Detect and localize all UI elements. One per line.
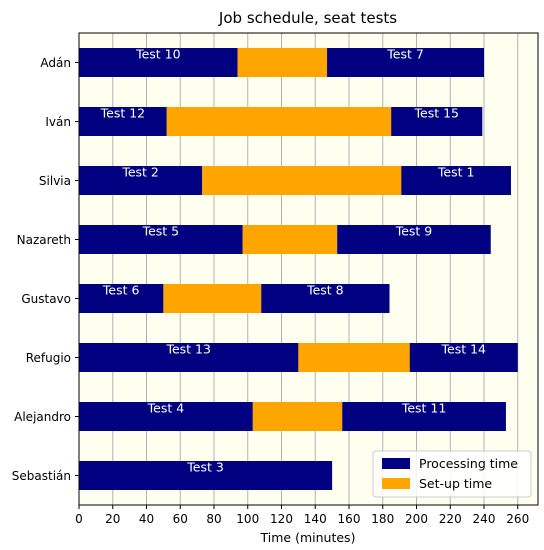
y-tick-label: Iván <box>45 115 71 129</box>
chart-title: Job schedule, seat tests <box>218 9 397 27</box>
x-tick-label: 60 <box>173 512 188 526</box>
x-tick-label: 40 <box>139 512 154 526</box>
x-tick-label: 160 <box>338 512 361 526</box>
bar-label: Test 5 <box>142 224 180 239</box>
processing-bar <box>79 284 164 313</box>
bar-labels: Test 10 Test 7 Test 12 Test 15 Test 2 Test 1 T… <box>100 47 486 475</box>
processing-bar <box>79 461 333 490</box>
y-tick-label: Refugio <box>26 351 71 365</box>
processing-bar <box>409 343 518 372</box>
processing-bar <box>79 107 167 136</box>
x-tick-label: 140 <box>304 512 327 526</box>
x-tick-label: 100 <box>236 512 259 526</box>
processing-bar <box>79 402 253 431</box>
setup-bar <box>202 166 402 195</box>
bar-label: Test 8 <box>306 283 344 298</box>
x-tick-label: 180 <box>371 512 394 526</box>
setup-bar <box>242 225 338 254</box>
bar-label: Test 3 <box>186 460 224 475</box>
y-tick-label: Sebastián <box>12 469 71 483</box>
x-tick-label: 200 <box>405 512 428 526</box>
processing-bar <box>79 48 238 77</box>
setup-bar <box>252 402 343 431</box>
x-tick-label: 120 <box>270 512 293 526</box>
setup-bar <box>163 284 262 313</box>
y-tick-label: Nazareth <box>17 233 71 247</box>
bars <box>79 48 518 490</box>
x-tick-label: 260 <box>506 512 529 526</box>
bar-label: Test 10 <box>135 47 181 62</box>
x-tick-label: 240 <box>473 512 496 526</box>
legend-label: Processing time <box>419 456 518 471</box>
legend-swatch <box>382 458 410 469</box>
processing-bar <box>261 284 390 313</box>
legend: Processing time Set-up time <box>372 450 532 498</box>
legend-box <box>372 450 532 498</box>
processing-bar <box>342 402 506 431</box>
bar-label: Test 14 <box>441 342 487 357</box>
bar-label: Test 11 <box>401 401 447 416</box>
bar-label: Test 15 <box>414 106 460 121</box>
bar-label: Test 12 <box>100 106 146 121</box>
bar-label: Test 9 <box>395 224 433 239</box>
processing-bar <box>337 225 491 254</box>
legend-swatch <box>382 478 410 489</box>
setup-bar <box>166 107 392 136</box>
bar-label: Test 13 <box>165 342 211 357</box>
y-tick-label: Silvia <box>39 174 71 188</box>
processing-bar <box>327 48 484 77</box>
processing-bar <box>391 107 483 136</box>
x-tick-label: 0 <box>75 512 83 526</box>
setup-bar <box>237 48 328 77</box>
x-tick-label: 20 <box>105 512 120 526</box>
plot-frame <box>78 32 539 506</box>
bar-label: Test 4 <box>147 401 185 416</box>
bar-label: Test 2 <box>121 165 159 180</box>
x-tick-label: 80 <box>206 512 221 526</box>
x-axis-title: Time (minutes) <box>260 530 356 545</box>
processing-bar <box>79 343 299 372</box>
legend-label: Set-up time <box>419 476 492 491</box>
processing-bar <box>401 166 511 195</box>
x-axis: 0 20 40 60 80 100 120 140 160 180 200 220 240 260 <box>75 505 529 526</box>
y-tick-label: Alejandro <box>14 410 71 424</box>
x-tick-label: 220 <box>439 512 462 526</box>
y-tick-label: Adán <box>40 56 71 70</box>
plot-area <box>79 33 538 505</box>
processing-bar <box>79 166 203 195</box>
bar-label: Test 6 <box>102 283 140 298</box>
bar-label: Test 7 <box>386 47 424 62</box>
y-axis: Adán Iván Silvia Nazareth Gustavo Refugio Alej… <box>12 56 79 483</box>
processing-bar <box>79 225 243 254</box>
y-tick-label: Gustavo <box>21 292 71 306</box>
setup-bar <box>298 343 410 372</box>
bar-label: Test 1 <box>437 165 475 180</box>
